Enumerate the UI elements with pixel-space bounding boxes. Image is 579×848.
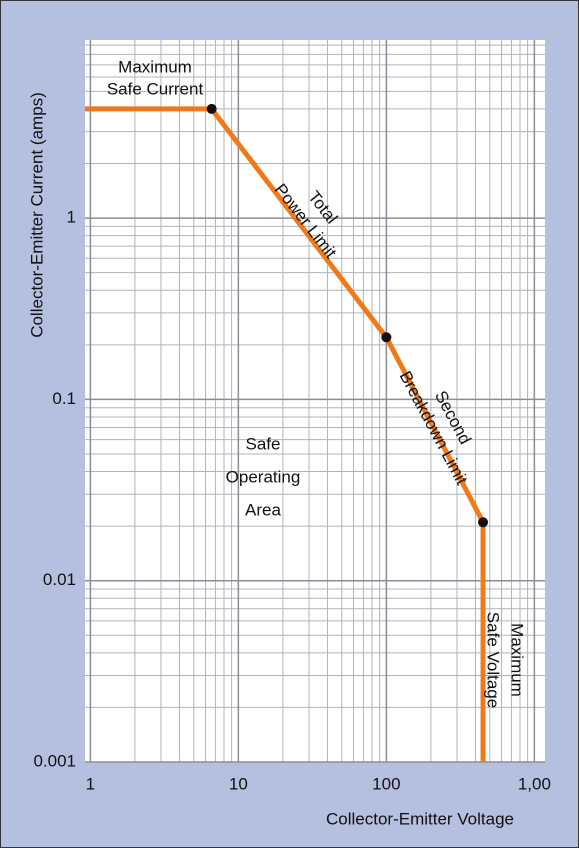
plot-area (85, 40, 545, 762)
annotation-line: Operating (226, 467, 301, 486)
y-tick-label: 0.01 (43, 570, 76, 589)
vertex-dot (478, 517, 489, 528)
y-tick-label: 1 (67, 208, 76, 227)
x-tick-label: 10 (229, 774, 248, 793)
annotation-line: Safe Voltage (484, 612, 503, 708)
vertex-dot (206, 103, 217, 114)
annotation-line: Safe (246, 434, 281, 453)
annotation: Maximum Safe Current (107, 57, 204, 98)
annotation: Safe Operating Area (226, 434, 301, 519)
annotation: Maximum Safe Voltage (484, 612, 527, 708)
y-axis-label: Collector-Emitter Current (amps) (27, 92, 46, 338)
annotation-line: Maximum (508, 623, 527, 697)
y-tick-label: 0.001 (33, 751, 76, 770)
x-axis-label: Collector-Emitter Voltage (326, 809, 514, 828)
annotation-line: Maximum (118, 57, 192, 76)
annotation-line: Area (245, 500, 281, 519)
x-tick-label: 1 (86, 774, 95, 793)
x-tick-label: 100 (372, 774, 400, 793)
vertex-dot (381, 332, 392, 343)
x-tick-label: 1,00 (518, 774, 551, 793)
y-tick-label: 0.1 (52, 389, 76, 408)
annotation-line: Safe Current (107, 79, 204, 98)
